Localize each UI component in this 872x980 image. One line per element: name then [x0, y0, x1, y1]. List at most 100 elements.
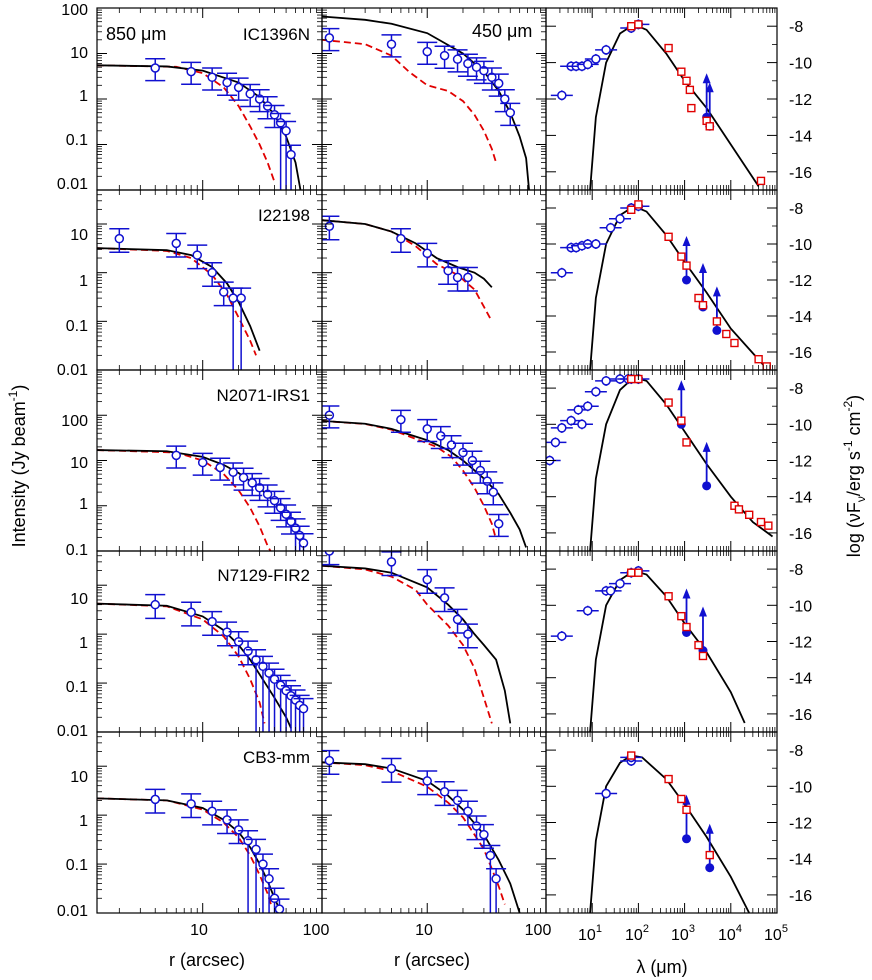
sed-panel-r3	[545, 369, 778, 552]
profile-panel-c1-r2	[96, 189, 323, 371]
row-4-tick: 1	[79, 635, 88, 652]
data-point	[463, 806, 473, 817]
data-point	[222, 77, 232, 88]
profile-panel-c2-r4	[321, 550, 547, 733]
tick-exp: 3	[689, 923, 695, 935]
data-point	[150, 599, 160, 610]
sed-model-point	[677, 67, 686, 76]
row-4-tick-labels: 10 1 0.1 0.01	[57, 591, 88, 740]
data-point	[471, 62, 482, 72]
row-1-tick: 1	[79, 88, 88, 105]
data-point	[258, 859, 268, 869]
data-point	[500, 94, 510, 104]
sed-data-point	[582, 605, 593, 616]
sed-tick-label: -10	[789, 237, 812, 254]
data-point	[396, 414, 406, 425]
data-point	[228, 467, 238, 477]
sed-model-point	[664, 592, 673, 601]
limit-arrow-head	[698, 606, 707, 617]
data-point	[290, 523, 301, 533]
data-point	[275, 503, 286, 513]
row-2-tick: 10	[70, 227, 88, 244]
sed-data-point	[615, 578, 625, 589]
profile-panel-c2-r5	[321, 731, 547, 914]
data-point	[422, 248, 432, 259]
data-point	[396, 233, 406, 244]
sed-data-point	[601, 788, 611, 799]
data-point	[298, 703, 309, 714]
sed-panel-r4	[545, 550, 778, 733]
tick-exp: 5	[782, 923, 788, 935]
tick-exp: 2	[643, 923, 649, 935]
sed-data-point	[591, 386, 601, 397]
label-850um: 850 μm	[106, 24, 166, 44]
x-axis-title-col2: r (arcsec)	[394, 950, 470, 970]
sed-model-point	[722, 329, 731, 339]
tick-exp: 4	[736, 923, 742, 935]
limit-point	[682, 834, 692, 844]
sed-model-point	[705, 122, 714, 131]
data-point	[262, 489, 273, 499]
model-alt-curve	[97, 602, 266, 724]
data-point	[207, 806, 217, 817]
sed-data-point	[582, 401, 593, 411]
data-point	[275, 118, 286, 128]
data-point	[114, 233, 125, 244]
panel-content	[550, 19, 766, 190]
data-point	[463, 629, 473, 639]
data-point	[324, 755, 335, 766]
data-point	[281, 509, 291, 519]
sed-model-curve	[589, 376, 774, 551]
sed-panel-r2	[545, 189, 778, 371]
model-curve	[322, 420, 527, 548]
data-point	[192, 250, 202, 260]
sed-data-point	[550, 437, 561, 448]
sed-model-point	[764, 521, 773, 530]
model-alt-curve	[322, 219, 493, 322]
panel-content	[97, 227, 261, 370]
data-point	[186, 607, 196, 618]
row-1-tick-labels: 100 10 1 0.1 0.01	[57, 2, 88, 193]
sed-tick-label: -16	[789, 888, 812, 905]
row-4-tick: 0.01	[57, 723, 88, 740]
plot-area	[96, 7, 778, 914]
data-point	[254, 482, 265, 493]
row-2-tick-labels: 10 1 0.1 0.01	[57, 227, 88, 379]
data-point	[247, 478, 257, 488]
limit-arrow-head	[705, 82, 714, 93]
x-tick-col3-1e2: 102	[625, 923, 649, 944]
panel-frame	[321, 550, 547, 733]
panel-frame	[545, 550, 778, 733]
data-point	[274, 904, 285, 913]
sed-tick-labels: -8 -10 -12 -14 -16 -8 -10 -12 -14 -16 -8 -10 -12 -14 -…	[789, 19, 812, 905]
sed-tick-label: -10	[789, 56, 812, 73]
sed-model-point	[756, 176, 766, 186]
data-point	[207, 72, 217, 83]
data-point	[243, 835, 253, 846]
data-point	[269, 495, 280, 506]
x-tick-col1-10: 10	[190, 922, 208, 939]
sed-model-point	[627, 205, 636, 215]
sed-model-point	[694, 293, 703, 303]
panel-content	[322, 405, 527, 548]
x-tick-col1-100: 100	[303, 922, 330, 939]
x-tick-col2-100: 100	[525, 922, 552, 939]
panel-content	[589, 751, 750, 913]
sed-data-point	[601, 376, 611, 386]
y-title-close: )	[844, 395, 864, 401]
sed-data-point	[605, 223, 616, 233]
data-point	[422, 574, 432, 585]
source-label: N2071-IRS1	[216, 386, 310, 405]
row-5-tick: 0.01	[57, 903, 88, 920]
row-4-tick: 0.1	[66, 679, 88, 696]
y-title-main: log (νF	[844, 502, 864, 557]
data-point	[479, 829, 489, 840]
sed-tick-label: -16	[789, 165, 812, 182]
x-axis-title-col1: r (arcsec)	[169, 950, 245, 970]
data-point	[281, 126, 291, 136]
y-title-close: )	[9, 385, 29, 391]
panel-content	[322, 551, 512, 724]
panel-content	[97, 788, 290, 913]
y-title-exp1: -1	[841, 440, 855, 451]
